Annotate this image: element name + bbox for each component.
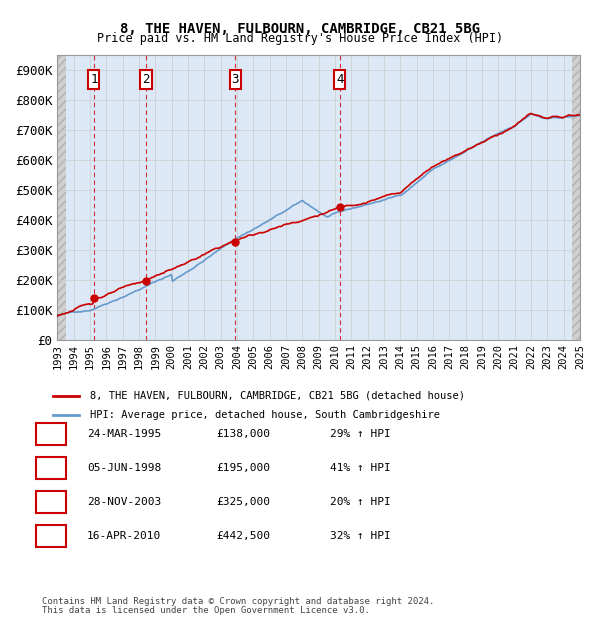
Text: 16-APR-2010: 16-APR-2010 [87,531,161,541]
Text: 41% ↑ HPI: 41% ↑ HPI [330,463,391,473]
Text: HPI: Average price, detached house, South Cambridgeshire: HPI: Average price, detached house, Sout… [89,410,440,420]
Text: 8, THE HAVEN, FULBOURN, CAMBRIDGE, CB21 5BG (detached house): 8, THE HAVEN, FULBOURN, CAMBRIDGE, CB21 … [89,391,464,401]
Text: 05-JUN-1998: 05-JUN-1998 [87,463,161,473]
FancyBboxPatch shape [334,69,346,89]
Text: 4: 4 [336,73,343,86]
Text: 1: 1 [47,429,55,439]
Text: 3: 3 [47,497,55,507]
FancyBboxPatch shape [88,69,100,89]
Text: 4: 4 [47,531,55,541]
Text: 28-NOV-2003: 28-NOV-2003 [87,497,161,507]
Text: 2: 2 [47,463,55,473]
FancyBboxPatch shape [140,69,152,89]
Text: £325,000: £325,000 [216,497,270,507]
Text: 20% ↑ HPI: 20% ↑ HPI [330,497,391,507]
Text: 24-MAR-1995: 24-MAR-1995 [87,429,161,439]
Text: 1: 1 [90,73,98,86]
Text: 29% ↑ HPI: 29% ↑ HPI [330,429,391,439]
Text: £138,000: £138,000 [216,429,270,439]
Bar [58,55,65,340]
FancyBboxPatch shape [230,69,241,89]
Bar [572,55,588,340]
Text: 2: 2 [142,73,150,86]
Text: £195,000: £195,000 [216,463,270,473]
Text: Price paid vs. HM Land Registry's House Price Index (HPI): Price paid vs. HM Land Registry's House … [97,32,503,45]
Text: 3: 3 [232,73,239,86]
Text: 32% ↑ HPI: 32% ↑ HPI [330,531,391,541]
Text: Contains HM Land Registry data © Crown copyright and database right 2024.: Contains HM Land Registry data © Crown c… [42,597,434,606]
Text: This data is licensed under the Open Government Licence v3.0.: This data is licensed under the Open Gov… [42,606,370,615]
Text: £442,500: £442,500 [216,531,270,541]
Text: 8, THE HAVEN, FULBOURN, CAMBRIDGE, CB21 5BG: 8, THE HAVEN, FULBOURN, CAMBRIDGE, CB21 … [120,22,480,36]
